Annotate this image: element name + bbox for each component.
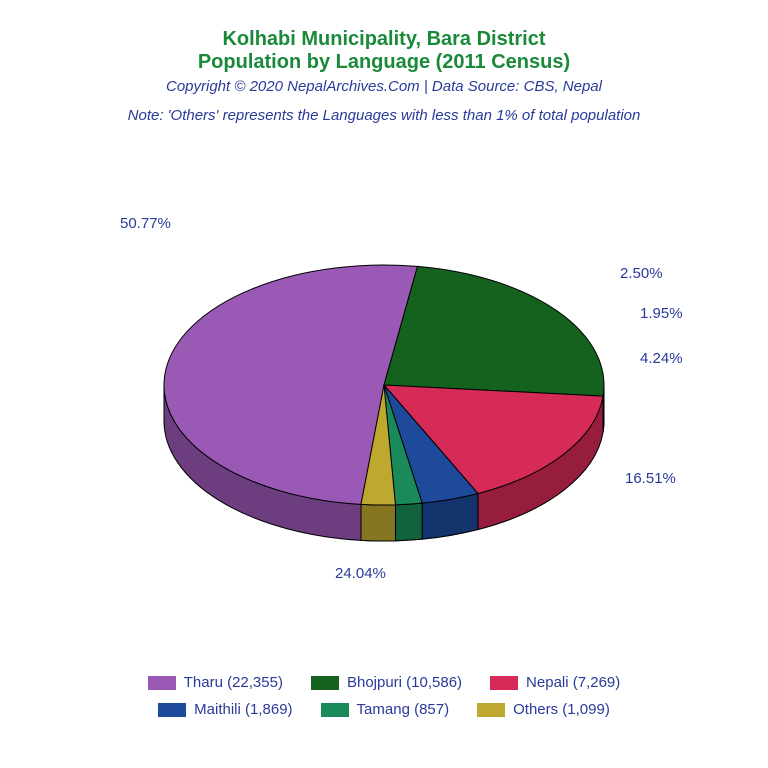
note: Note: 'Others' represents the Languages … (0, 107, 768, 124)
legend-swatch (311, 676, 339, 690)
pie-side (361, 504, 395, 541)
legend-label: Tharu (22,355) (184, 674, 283, 691)
pct-label-tamang: 1.95% (640, 305, 683, 322)
subtitle: Copyright © 2020 NepalArchives.Com | Dat… (0, 78, 768, 95)
legend-label: Maithili (1,869) (194, 701, 292, 718)
pct-label-others: 2.50% (620, 265, 663, 282)
pct-label-tharu: 50.77% (120, 215, 171, 232)
legend: Tharu (22,355) Bhojpuri (10,586) Nepali (7… (0, 674, 768, 718)
pct-label-bhojpuri: 24.04% (335, 565, 386, 582)
pie-slice-bhojpuri (384, 266, 604, 396)
legend-swatch (321, 703, 349, 717)
legend-swatch (158, 703, 186, 717)
legend-swatch (477, 703, 505, 717)
pie-side (395, 503, 422, 541)
legend-label: Bhojpuri (10,586) (347, 674, 462, 691)
pct-label-maithili: 4.24% (640, 350, 683, 367)
pie-area: 50.77% 24.04% 16.51% 4.24% 1.95% 2.50% (0, 185, 768, 615)
legend-label: Nepali (7,269) (526, 674, 620, 691)
legend-item-others: Others (1,099) (477, 701, 610, 718)
legend-label: Tamang (857) (357, 701, 450, 718)
pct-label-nepali: 16.51% (625, 470, 676, 487)
legend-item-tamang: Tamang (857) (321, 701, 450, 718)
chart-container: Kolhabi Municipality, Bara District Popu… (0, 0, 768, 768)
legend-item-maithili: Maithili (1,869) (158, 701, 292, 718)
title-block: Kolhabi Municipality, Bara District Popu… (0, 0, 768, 124)
title-line2: Population by Language (2011 Census) (0, 51, 768, 74)
legend-item-nepali: Nepali (7,269) (490, 674, 620, 691)
pie-chart (144, 225, 624, 585)
legend-label: Others (1,099) (513, 701, 610, 718)
legend-item-bhojpuri: Bhojpuri (10,586) (311, 674, 462, 691)
legend-swatch (148, 676, 176, 690)
title-line1: Kolhabi Municipality, Bara District (0, 28, 768, 51)
legend-item-tharu: Tharu (22,355) (148, 674, 283, 691)
legend-swatch (490, 676, 518, 690)
